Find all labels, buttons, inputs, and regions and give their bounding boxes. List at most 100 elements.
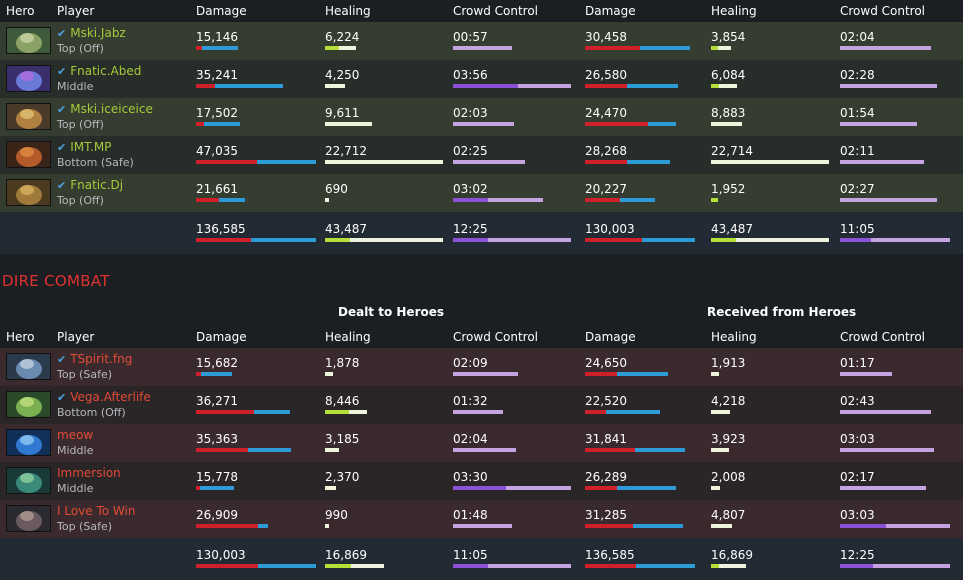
healing-received-cell: 16,869 [711,540,829,578]
damage-dealt-bar-primary [196,84,215,88]
player-name[interactable]: Vega.Afterlife [70,390,151,404]
hero-portrait-tan-icon[interactable] [6,179,51,206]
col-healing-received-header[interactable]: Healing [711,330,757,344]
cc-dealt-bar [453,410,503,414]
player-row[interactable]: Immersion Middle 15,778 2,370 03:30 26,289 2,0… [0,462,963,500]
player-name[interactable]: Immersion [57,466,121,480]
damage-dealt-bar-primary [196,238,251,242]
healing-dealt-bar [325,486,336,490]
hero-portrait-brown-icon[interactable] [6,103,51,130]
cc-dealt-value: 03:30 [453,470,488,484]
player-name[interactable]: Mski.Jabz [70,26,126,40]
player-name[interactable]: IMT.MP [70,140,112,154]
cc-dealt-bar-primary [453,564,488,568]
cc-dealt-cell: 03:30 [453,462,571,500]
cc-received-value: 01:54 [840,106,875,120]
damage-dealt-bar-secondary [219,198,245,202]
col-hero-header[interactable]: Hero [6,330,35,344]
player-row[interactable]: ✔ Mski.iceiceice Top (Off) 17,502 9,611 02:03… [0,98,963,136]
player-name-link[interactable]: ✔ IMT.MP [57,140,111,154]
healing-dealt-bar [325,372,333,376]
player-name-link[interactable]: ✔ Mski.iceiceice [57,102,153,116]
col-healing-dealt-header[interactable]: Healing [325,4,371,18]
healing-dealt-bar [325,524,329,528]
col-player-header[interactable]: Player [57,330,95,344]
player-name-link[interactable]: ✔ TSpirit.fng [57,352,132,366]
player-name[interactable]: I Love To Win [57,504,136,518]
col-damage-dealt-header[interactable]: Damage [196,330,247,344]
player-row[interactable]: ✔ Vega.Afterlife Bottom (Off) 36,271 8,446 01… [0,386,963,424]
healing-received-cell: 1,913 [711,348,829,386]
healing-received-value: 3,854 [711,30,746,44]
player-row[interactable]: ✔ Fnatic.Dj Top (Off) 21,661 690 03:02 20,227 1… [0,174,963,212]
hero-portrait-moss-icon[interactable] [6,391,51,418]
col-healing-received-header[interactable]: Healing [711,4,757,18]
cc-received-bar-secondary [873,564,950,568]
healing-dealt-value: 16,869 [325,548,367,562]
col-cc-received-header[interactable]: Crowd Control [840,330,926,344]
healing-dealt-bar-secondary [325,372,333,376]
cc-received-bar [840,46,931,50]
healing-received-bar-secondary [711,122,742,126]
col-healing-dealt-header[interactable]: Healing [325,330,371,344]
player-name[interactable]: meow [57,428,94,442]
healing-received-cell: 8,883 [711,98,829,136]
player-name[interactable]: Fnatic.Abed [70,64,142,78]
player-row[interactable]: ✔ IMT.MP Bottom (Safe) 47,035 22,712 02:25 28,… [0,136,963,174]
damage-dealt-bar-primary [196,122,204,126]
col-damage-received-header[interactable]: Damage [585,4,636,18]
player-name-link[interactable]: I Love To Win [57,504,135,518]
player-row[interactable]: ✔ Mski.Jabz Top (Off) 15,146 6,224 00:57 30,45… [0,22,963,60]
cc-received-bar [840,524,950,528]
col-damage-dealt-header[interactable]: Damage [196,4,247,18]
player-name-link[interactable]: Immersion [57,466,121,480]
player-row[interactable]: ✔ Fnatic.Abed Middle 35,241 4,250 03:56 26,580… [0,60,963,98]
hero-portrait-teal-icon[interactable] [6,467,51,494]
player-name[interactable]: Fnatic.Dj [70,178,124,192]
hero-portrait-steel-icon[interactable] [6,353,51,380]
totals-row: 136,585 43,487 12:25 130,003 43,487 11:05 [0,212,963,254]
col-cc-dealt-header[interactable]: Crowd Control [453,330,539,344]
cc-received-bar-secondary [840,46,931,50]
cc-received-bar [840,84,937,88]
cc-received-bar-secondary [840,198,937,202]
cc-received-value: 02:17 [840,470,875,484]
damage-dealt-value: 15,778 [196,470,238,484]
hero-portrait-orange-icon[interactable] [6,141,51,168]
player-name-link[interactable]: ✔ Vega.Afterlife [57,390,151,404]
damage-received-value: 20,227 [585,182,627,196]
col-hero-header[interactable]: Hero [6,4,35,18]
player-name-link[interactable]: ✔ Fnatic.Abed [57,64,141,78]
cc-dealt-cell: 03:56 [453,60,571,98]
hero-portrait-azure-icon[interactable] [6,429,51,456]
healing-received-bar-secondary [719,564,746,568]
player-lane: Top (Off) [57,194,104,207]
damage-dealt-bar-primary [196,46,202,50]
player-row[interactable]: meow Middle 35,363 3,185 02:04 31,841 3,923 03:… [0,424,963,462]
player-lane: Middle [57,444,94,457]
player-name-link[interactable]: ✔ Mski.Jabz [57,26,126,40]
col-damage-received-header[interactable]: Damage [585,330,636,344]
player-row[interactable]: I Love To Win Top (Safe) 26,909 990 01:48 31,… [0,500,963,538]
col-player-header[interactable]: Player [57,4,95,18]
player-row[interactable]: ✔ TSpirit.fng Top (Safe) 15,682 1,878 02:09 24… [0,348,963,386]
healing-dealt-bar [325,46,356,50]
player-name-link[interactable]: ✔ Fnatic.Dj [57,178,123,192]
cc-received-bar-secondary [840,122,917,126]
damage-received-bar-secondary [636,564,695,568]
cc-dealt-bar-secondary [453,410,503,414]
damage-dealt-bar-secondary [200,486,234,490]
damage-received-value: 24,470 [585,106,627,120]
hero-portrait-slate-icon[interactable] [6,505,51,532]
hero-portrait-blue-icon[interactable] [6,65,51,92]
player-name-link[interactable]: meow [57,428,93,442]
player-name[interactable]: Mski.iceiceice [70,102,153,116]
damage-received-bar [585,448,685,452]
cc-dealt-bar-secondary [453,448,516,452]
col-cc-dealt-header[interactable]: Crowd Control [453,4,539,18]
col-cc-received-header[interactable]: Crowd Control [840,4,926,18]
hero-portrait-green-icon[interactable] [6,27,51,54]
player-name[interactable]: TSpirit.fng [70,352,133,366]
damage-received-bar-secondary [627,84,678,88]
damage-received-bar [585,238,695,242]
